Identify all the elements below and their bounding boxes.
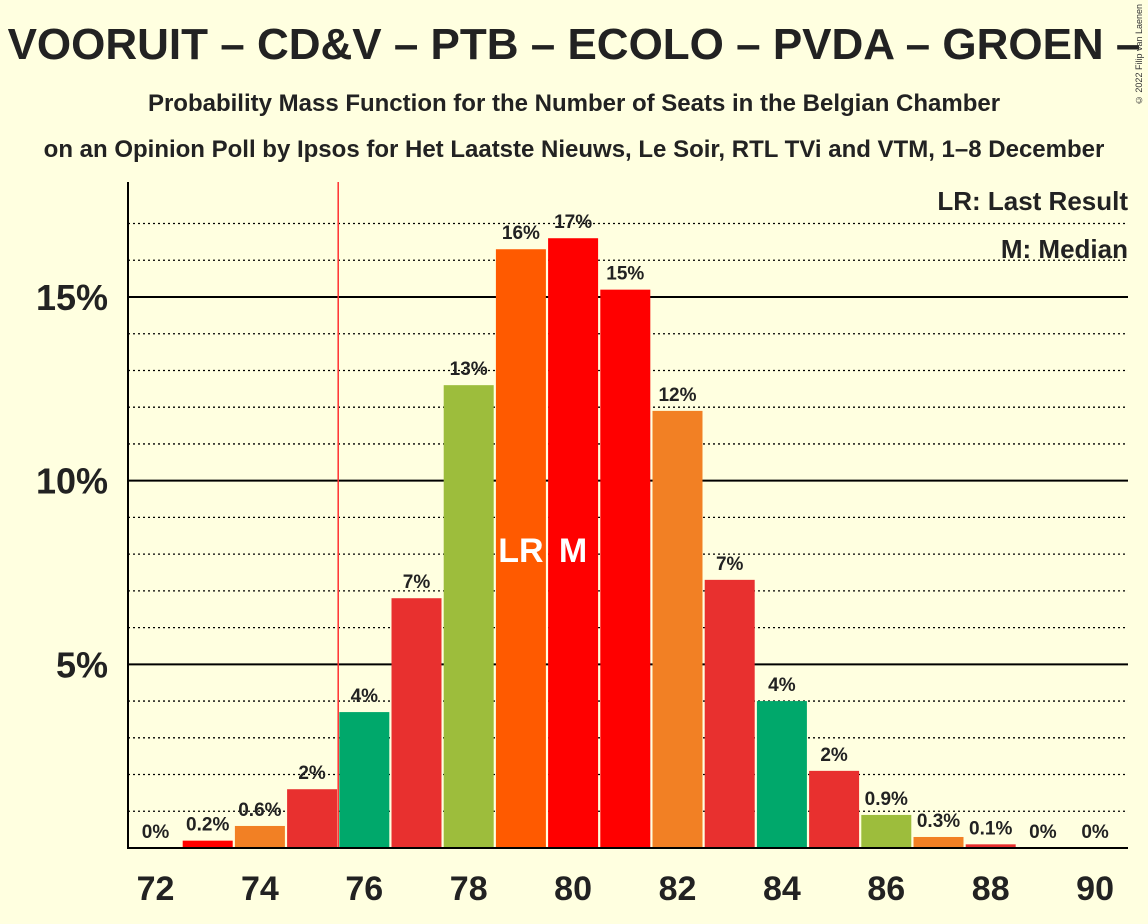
- x-tick-label: 74: [241, 870, 279, 908]
- bar-77: [391, 598, 442, 848]
- x-tick-label: 82: [659, 870, 697, 908]
- bar-78: [443, 385, 494, 848]
- x-tick-label: 72: [137, 870, 175, 908]
- bar-84: [756, 701, 807, 848]
- bar-labels: 0% 0.2% 0.6% 2% 4% 7% 13% 16% 17% 15% 12% 7% 4% 2% 0.9…: [142, 212, 1109, 843]
- bar-label-80: 17%: [554, 212, 592, 233]
- chart-source: on an Opinion Poll by Ipsos for Het Laat…: [43, 136, 1105, 163]
- bar-76: [339, 712, 390, 848]
- x-tick-label: 78: [450, 870, 488, 908]
- bar-label-84: 4%: [768, 675, 796, 696]
- y-tick-label: 15%: [36, 277, 108, 318]
- bar-label-74: 0.6%: [238, 800, 281, 821]
- bar-label-90: 0%: [1081, 822, 1109, 843]
- bar-label-75: 2%: [298, 763, 326, 784]
- bar-81: [600, 289, 651, 848]
- bar-label-78: 13%: [450, 359, 488, 380]
- x-tick-label: 80: [554, 870, 592, 908]
- bar-label-82: 12%: [658, 385, 696, 406]
- x-tick-label: 76: [345, 870, 383, 908]
- bar-label-83: 7%: [716, 554, 744, 575]
- legend-median: M: Median: [1001, 234, 1128, 264]
- bar-73: [182, 840, 233, 848]
- bar-80: [548, 238, 599, 848]
- bar-74: [234, 825, 285, 848]
- bar-label-87: 0.3%: [917, 811, 960, 832]
- bar-label-85: 2%: [820, 745, 848, 766]
- chart-subtitle: Probability Mass Function for the Number…: [147, 90, 1001, 117]
- x-tick-label: 84: [763, 870, 801, 908]
- bar-label-72: 0%: [142, 822, 170, 843]
- bar-label-89: 0%: [1029, 822, 1057, 843]
- bar-label-88: 0.1%: [969, 818, 1012, 839]
- axes: 5% 10% 15% 72 74 76 78 80 82 84 86 88 90: [36, 182, 1128, 908]
- y-tick-label: 5%: [56, 644, 108, 685]
- bar-83: [704, 579, 755, 848]
- x-tick-label: 86: [867, 870, 905, 908]
- last-result-marker: LR: [498, 532, 543, 570]
- bar-86: [861, 814, 912, 848]
- bar-75: [287, 789, 338, 848]
- bar-label-86: 0.9%: [865, 789, 908, 810]
- x-tick-label: 88: [972, 870, 1010, 908]
- chart-title: VOORUIT – CD&V – PTB – ECOLO – PVDA – GR…: [7, 20, 1141, 69]
- bar-label-76: 4%: [351, 686, 379, 707]
- y-tick-label: 10%: [36, 461, 108, 502]
- bar-label-73: 0.2%: [186, 815, 229, 836]
- x-tick-label: 90: [1076, 870, 1114, 908]
- bar-label-77: 7%: [403, 572, 431, 593]
- bar-label-81: 15%: [606, 264, 644, 285]
- bar-85: [809, 770, 860, 848]
- legend-last-result: LR: Last Result: [937, 186, 1128, 216]
- bars: [182, 238, 1016, 848]
- median-marker: M: [559, 532, 587, 570]
- bar-label-79: 16%: [502, 223, 540, 244]
- bar-79: [495, 249, 546, 848]
- bar-87: [913, 836, 964, 848]
- bar-82: [652, 410, 703, 848]
- bar-88: [965, 844, 1016, 848]
